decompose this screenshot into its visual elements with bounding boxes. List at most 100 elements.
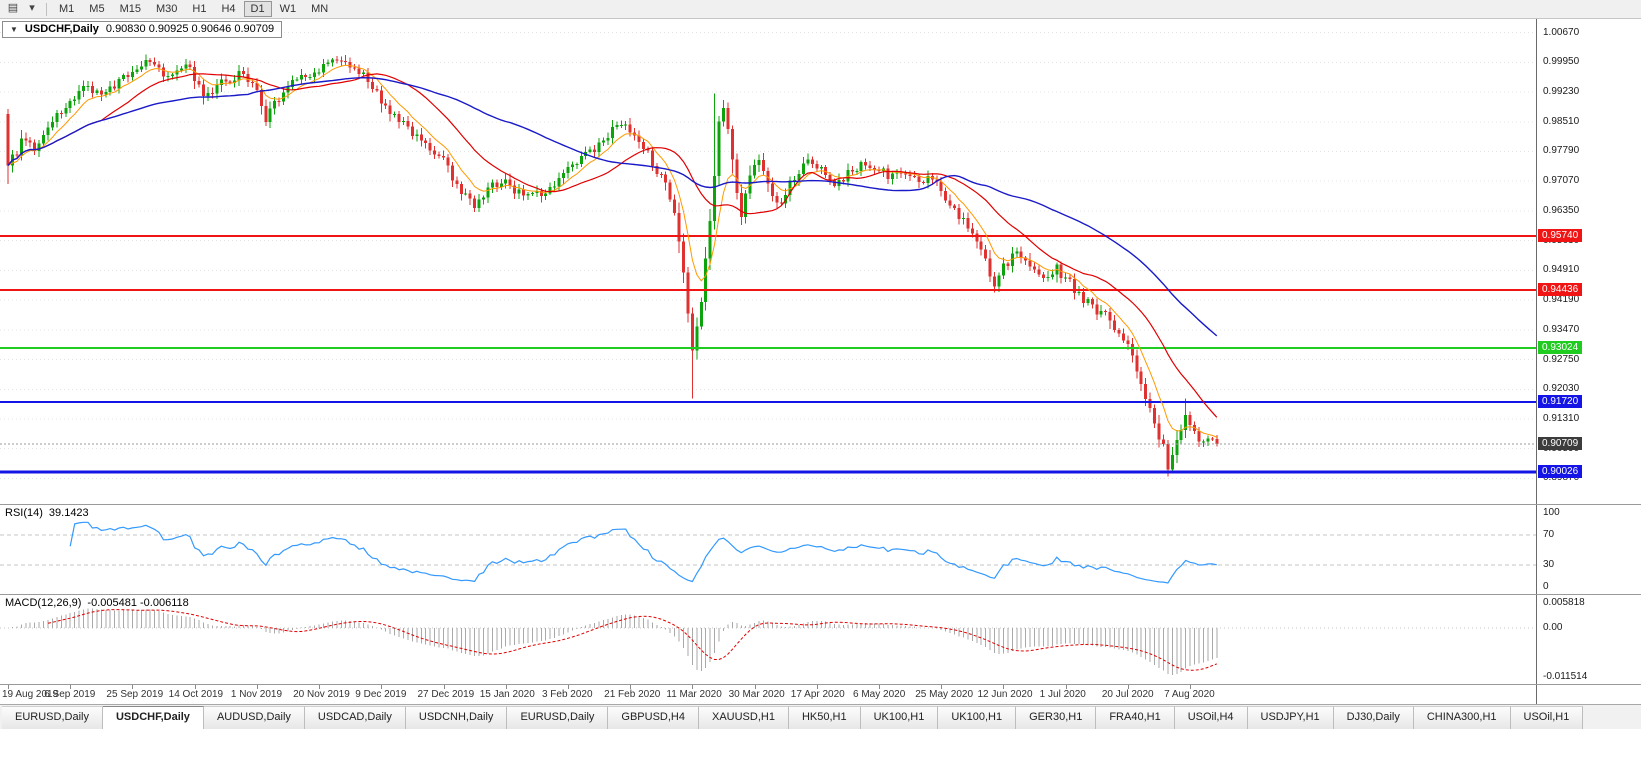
candle-body bbox=[215, 84, 219, 94]
date-axis-label: 27 Dec 2019 bbox=[417, 689, 475, 700]
macd-indicator-panel[interactable]: MACD(12,26,9) -0.005481 -0.006118 0.00581… bbox=[0, 595, 1641, 685]
chart-title-box[interactable]: ▼ USDCHF,Daily 0.90830 0.90925 0.90646 0… bbox=[2, 21, 283, 38]
candle-body bbox=[104, 91, 108, 95]
chart-tab-uk100-h1[interactable]: UK100,H1 bbox=[860, 706, 939, 729]
candle-body bbox=[139, 66, 143, 70]
candle-body bbox=[730, 128, 734, 160]
candle-body bbox=[1104, 311, 1108, 313]
macd-histogram bbox=[11, 608, 1218, 675]
candle-body bbox=[1210, 438, 1214, 440]
candle-body bbox=[526, 193, 530, 196]
chart-tab-audusd-daily[interactable]: AUDUSD,Daily bbox=[203, 706, 305, 729]
chart-tab-usoil-h4[interactable]: USOil,H4 bbox=[1174, 706, 1248, 729]
macd-canvas[interactable] bbox=[0, 595, 1536, 684]
timeframe-button-w1[interactable]: W1 bbox=[279, 3, 297, 15]
candle-body bbox=[1215, 438, 1219, 444]
chart-tab-usdjpy-h1[interactable]: USDJPY,H1 bbox=[1247, 706, 1334, 729]
candle-body bbox=[166, 76, 170, 78]
timeframe-button-h1[interactable]: H1 bbox=[192, 3, 207, 15]
candle-body bbox=[219, 79, 223, 85]
candle-body bbox=[1077, 292, 1081, 294]
macd-signal-line bbox=[47, 609, 1217, 671]
chart-tab-hk50-h1[interactable]: HK50,H1 bbox=[788, 706, 861, 729]
timeframe-button-group: M1 M5 M15 M30 H1 H4 D1 W1 MN bbox=[52, 1, 335, 17]
timeframe-button-mn[interactable]: MN bbox=[311, 3, 329, 15]
candle-body bbox=[362, 72, 366, 75]
chart-tab-dj30-daily[interactable]: DJ30,Daily bbox=[1333, 706, 1414, 729]
candle-body bbox=[797, 173, 801, 180]
candle-body bbox=[548, 186, 552, 194]
date-tick bbox=[754, 685, 756, 689]
candle-body bbox=[1033, 266, 1037, 270]
candle-body bbox=[961, 218, 965, 220]
chart-tab-eurusd-daily[interactable]: EURUSD,Daily bbox=[507, 706, 609, 729]
date-tick bbox=[70, 685, 72, 689]
candle-body bbox=[993, 276, 997, 287]
macd-axis-label: -0.011514 bbox=[1543, 671, 1588, 682]
candle-body bbox=[499, 183, 503, 188]
candle-body bbox=[575, 164, 579, 166]
chart-tab-eurusd-daily[interactable]: EURUSD,Daily bbox=[2, 706, 103, 729]
timeframe-button-m1[interactable]: M1 bbox=[59, 3, 75, 15]
chart-tab-gbpusd-h4[interactable]: GBPUSD,H4 bbox=[608, 706, 699, 729]
candle-body bbox=[406, 121, 410, 127]
candle-body bbox=[1095, 304, 1099, 315]
macd-axis: 0.005818 0.00 -0.011514 bbox=[1536, 595, 1641, 684]
candle-body bbox=[42, 134, 46, 144]
timeframe-button-m15[interactable]: M15 bbox=[119, 3, 141, 15]
chart-tab-usoil-h1[interactable]: USOil,H1 bbox=[1510, 706, 1584, 729]
chart-tab-usdcad-daily[interactable]: USDCAD,Daily bbox=[304, 706, 406, 729]
candle-body bbox=[108, 86, 112, 92]
candle-body bbox=[886, 168, 890, 179]
timeframe-button-d1[interactable]: D1 bbox=[243, 1, 272, 17]
window-menu-icon[interactable]: ▼ bbox=[10, 24, 18, 34]
price-line-badge: 0.93024 bbox=[1538, 341, 1583, 355]
price-chart-panel[interactable]: ▼ USDCHF,Daily 0.90830 0.90925 0.90646 0… bbox=[0, 19, 1641, 505]
candle-body bbox=[313, 72, 317, 78]
price-chart-canvas[interactable] bbox=[0, 19, 1536, 504]
chart-tab-fra40-h1[interactable]: FRA40,H1 bbox=[1096, 706, 1175, 729]
candle-body bbox=[348, 62, 352, 68]
chart-tab-uk100-h1[interactable]: UK100,H1 bbox=[938, 706, 1017, 729]
timeframe-button-h4[interactable]: H4 bbox=[221, 3, 236, 15]
candle-body bbox=[1153, 407, 1157, 424]
candle-body bbox=[988, 258, 992, 277]
dropdown-caret-icon[interactable]: ▾ bbox=[29, 2, 35, 14]
candles-layer bbox=[6, 54, 1219, 477]
chart-tab-china300-h1[interactable]: CHINA300,H1 bbox=[1413, 706, 1511, 729]
charts-icon[interactable]: ▤ bbox=[7, 2, 19, 14]
chart-tab-xauusd-h1[interactable]: XAUUSD,H1 bbox=[698, 706, 789, 729]
chart-tab-ger30-h1[interactable]: GER30,H1 bbox=[1016, 706, 1097, 729]
chart-tab-usdcnh-daily[interactable]: USDCNH,Daily bbox=[405, 706, 508, 729]
timeframe-button-m30[interactable]: M30 bbox=[155, 3, 178, 15]
candle-body bbox=[588, 149, 592, 152]
candle-body bbox=[904, 173, 908, 175]
candle-body bbox=[1046, 276, 1050, 279]
date-tick bbox=[692, 685, 694, 689]
candle-body bbox=[148, 59, 152, 62]
chart-tab-usdchf-daily[interactable]: USDCHF,Daily bbox=[102, 706, 204, 729]
candle-body bbox=[744, 193, 748, 217]
candle-body bbox=[255, 82, 259, 91]
candle-body bbox=[966, 218, 970, 229]
candle-body bbox=[73, 99, 77, 101]
candle-body bbox=[944, 191, 948, 201]
candle-body bbox=[259, 90, 263, 107]
rsi-axis-label: 0 bbox=[1543, 581, 1549, 592]
timeframe-button-m5[interactable]: M5 bbox=[89, 3, 105, 15]
candle-body bbox=[735, 159, 739, 193]
candle-body bbox=[419, 134, 423, 141]
date-axis-label: 21 Feb 2020 bbox=[604, 689, 661, 700]
candle-body bbox=[1157, 423, 1161, 440]
candle-body bbox=[601, 140, 605, 143]
candle-body bbox=[55, 113, 59, 123]
candle-body bbox=[748, 175, 752, 194]
date-axis-label: 9 Dec 2019 bbox=[355, 689, 407, 700]
candle-body bbox=[1024, 257, 1028, 261]
rsi-indicator-panel[interactable]: RSI(14) 39.1423 100 70 30 0 bbox=[0, 505, 1641, 595]
price-axis-label: 1.00670 bbox=[1543, 26, 1580, 38]
rsi-canvas[interactable] bbox=[0, 505, 1536, 594]
candle-body bbox=[468, 193, 472, 199]
candle-body bbox=[184, 64, 188, 69]
